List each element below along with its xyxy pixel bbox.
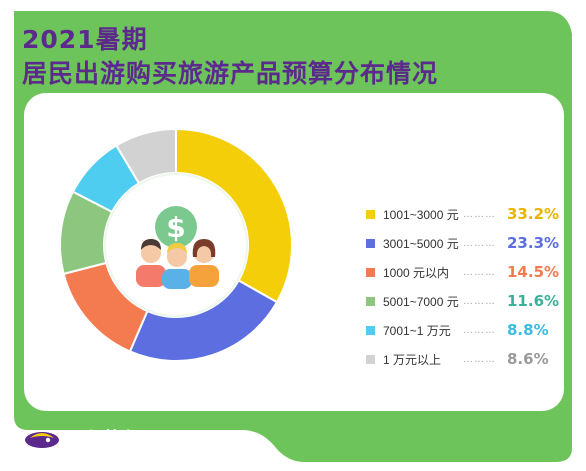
legend-item-6: 1 万元以上 ……… 8.6% xyxy=(366,349,549,369)
legend-dots: ……… xyxy=(463,295,496,307)
donut-chart: $ xyxy=(59,127,293,362)
brand-name: 同程旅行 xyxy=(66,429,142,450)
brand-logo-icon xyxy=(25,432,59,448)
legend-dots: ……… xyxy=(463,208,496,220)
legend-dots: ……… xyxy=(463,266,496,278)
chart-title-line1: 2021暑期 xyxy=(22,25,148,54)
people-money-icon: $ xyxy=(136,206,219,289)
legend-value: 33.2% xyxy=(507,205,560,223)
legend-label: 1000 元以内 xyxy=(383,265,450,280)
legend-item-2: 3001~5000 元 ……… 23.3% xyxy=(366,233,559,253)
legend-label: 1001~3000 元 xyxy=(383,207,459,222)
legend-dots: ……… xyxy=(463,237,496,249)
legend-value: 14.5% xyxy=(507,263,560,281)
legend-swatch xyxy=(366,354,375,364)
legend-swatch xyxy=(366,209,375,219)
legend-item-4: 5001~7000 元 ……… 11.6% xyxy=(366,291,559,311)
legend-value: 23.3% xyxy=(507,234,560,252)
person-left-icon xyxy=(136,239,166,287)
person-right-icon xyxy=(189,239,219,287)
chart-card: $ 1001~3000 元……… 33.2% 3001~5000 xyxy=(24,93,564,411)
legend-value: 8.8% xyxy=(507,321,549,339)
dollar-coin-icon xyxy=(155,206,197,248)
legend-swatch xyxy=(366,238,375,248)
legend-label: 3001~5000 元 xyxy=(383,236,459,251)
legend-label: 5001~7000 元 xyxy=(383,294,459,309)
dollar-sign-icon: $ xyxy=(166,211,185,244)
legend-value: 11.6% xyxy=(507,292,560,310)
legend-dots: ……… xyxy=(463,353,496,365)
legend-label: 1 万元以上 xyxy=(383,352,442,367)
brand-logo: 同程旅行 xyxy=(24,425,142,451)
legend-item-3: 1000 元以内 ……… 14.5% xyxy=(366,262,559,282)
legend-swatch xyxy=(366,267,375,277)
legend-value: 8.6% xyxy=(507,350,549,368)
person-center-icon xyxy=(162,243,192,289)
chart-title-line2: 居民出游购买旅游产品预算分布情况 xyxy=(22,59,439,88)
legend-item-5: 7001~1 万元 ……… 8.8% xyxy=(366,320,549,340)
legend-dots: ……… xyxy=(463,324,496,336)
legend-swatch xyxy=(366,325,375,335)
legend-swatch xyxy=(366,296,375,306)
legend-item-1: 1001~3000 元 ……… 33.2% xyxy=(366,204,559,224)
legend-label: 7001~1 万元 xyxy=(383,323,451,338)
